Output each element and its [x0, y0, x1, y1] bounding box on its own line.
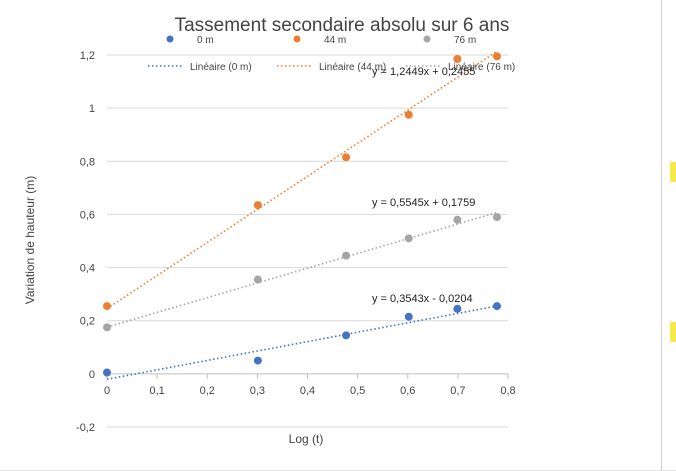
trendline-equation: y = 0,3543x - 0,0204: [372, 293, 473, 305]
legend-label: 0 m: [197, 35, 214, 46]
x-tick-label: 0,2: [200, 385, 215, 397]
data-point: [103, 323, 111, 332]
trendline-equations: y = 0,3543x - 0,0204 y = 1,2449x + 0,2455…: [372, 66, 475, 305]
chart-title: Tassement secondaire absolu sur 6 ans: [175, 15, 510, 36]
data-point: [342, 251, 351, 260]
trendlines: [106, 50, 498, 381]
legend-marker: [293, 35, 301, 43]
legend-trendline-label: Linéaire (44 m): [319, 62, 386, 73]
trendline: [106, 50, 498, 310]
legend-marker: [423, 35, 431, 43]
y-tick-label: 0,8: [80, 156, 95, 168]
x-tick-label: 0: [104, 385, 110, 397]
data-point: [453, 54, 462, 63]
trendline-equation: y = 1,2449x + 0,2455: [372, 66, 475, 78]
data-point: [253, 275, 262, 284]
x-tick-label: 0,5: [350, 385, 365, 397]
data-point: [453, 215, 462, 224]
y-tick-label: 1,2: [80, 50, 95, 62]
data-point: [492, 52, 501, 61]
y-tick-label: 0: [89, 369, 95, 381]
y-tick-label: 0,2: [80, 316, 95, 328]
y-tick-label: -0,2: [76, 422, 95, 434]
x-tick-label: 0,1: [149, 385, 164, 397]
x-tick-label: 0,4: [300, 385, 315, 397]
data-point: [492, 302, 501, 311]
x-tick-label: 0,3: [250, 385, 265, 397]
legend-marker: [166, 35, 174, 43]
y-axis-label: Variation de hauteur (m): [23, 176, 37, 305]
legend-label: 76 m: [454, 35, 476, 46]
legend-trendline-label: Linéaire (76 m): [448, 62, 515, 73]
data-point: [342, 331, 351, 340]
data-point: [404, 110, 413, 119]
data-point: [404, 234, 413, 243]
gridlines: [107, 54, 508, 428]
trendline: [106, 305, 498, 381]
cell-highlight-marker: [670, 162, 676, 182]
trendline-equation: y = 0,5545x + 0,1759: [372, 197, 475, 209]
data-point: [342, 153, 351, 162]
data-point: [492, 213, 501, 222]
legend-label: 44 m: [324, 35, 346, 46]
data-point: [453, 304, 462, 313]
x-tick-label: 0,7: [450, 385, 465, 397]
trendline: [106, 211, 498, 328]
data-points: [103, 52, 501, 377]
x-tick-label: 0,6: [400, 385, 415, 397]
data-point: [253, 201, 262, 210]
data-point: [103, 368, 111, 377]
data-point: [253, 356, 262, 365]
x-axis-label: Log (t): [289, 432, 324, 446]
legend[interactable]: 0 m 44 m 76 m Linéaire (0 m) Linéaire (44 m)…: [148, 35, 515, 73]
y-tick-label: 0,6: [80, 209, 95, 221]
axes: -0,2 0 0,2 0,4 0,6 0,8 1 1,2 0 0,1 0,2 0,3 0,4 0,5 0,6…: [76, 50, 516, 434]
data-point: [404, 312, 413, 321]
cell-highlight-marker: [670, 322, 676, 342]
y-tick-label: 1: [89, 103, 95, 115]
chart-area[interactable]: Tassement secondaire absolu sur 6 ans -0…: [0, 0, 662, 470]
data-point: [103, 302, 111, 311]
scatter-chart: Tassement secondaire absolu sur 6 ans -0…: [23, 15, 516, 446]
legend-trendline-label: Linéaire (0 m): [190, 62, 252, 73]
y-tick-label: 0,4: [80, 263, 95, 275]
x-tick-label: 0,8: [500, 385, 515, 397]
